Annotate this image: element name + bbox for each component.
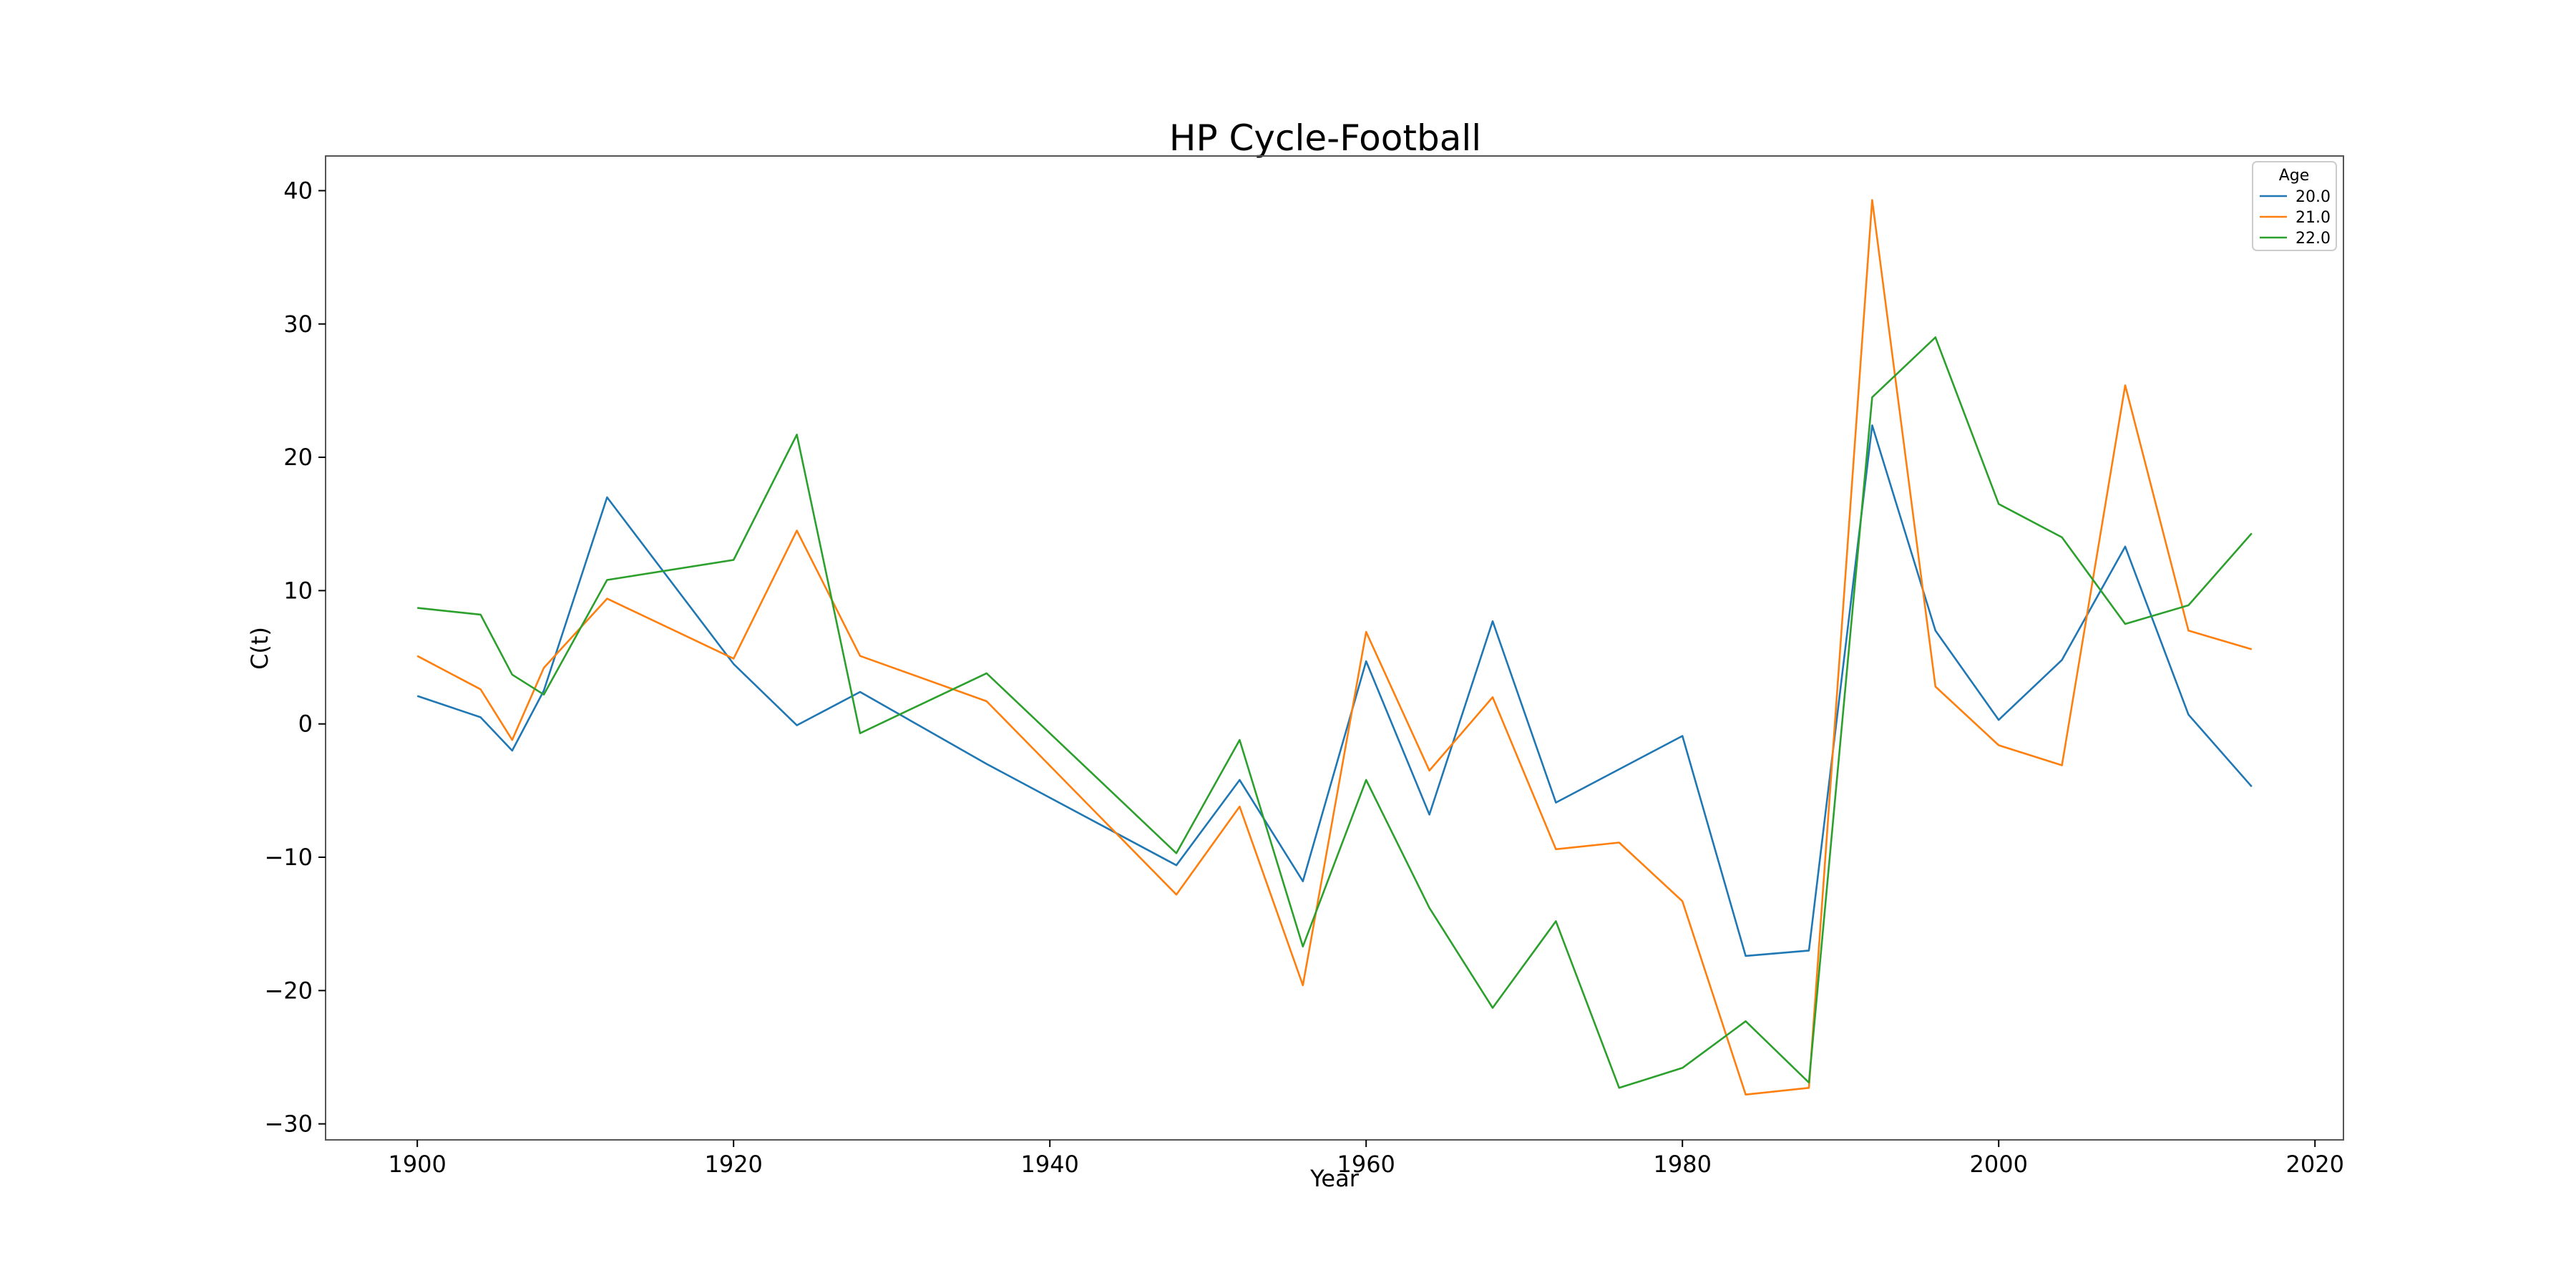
legend-entry: 20.0 bbox=[2296, 188, 2331, 206]
legend-entry: 22.0 bbox=[2296, 230, 2331, 248]
series-line-22-0 bbox=[417, 336, 2253, 1089]
y-tick-label: 0 bbox=[298, 711, 313, 738]
x-tick-label: 2000 bbox=[1969, 1151, 2027, 1178]
series-line-20-0 bbox=[416, 424, 2253, 957]
series-lines bbox=[416, 199, 2253, 1096]
y-tick-label: −30 bbox=[264, 1111, 313, 1138]
series-line-21-0 bbox=[416, 199, 2253, 1096]
plot-area-frame bbox=[325, 155, 2344, 1141]
x-tick-label: 1960 bbox=[1337, 1151, 1395, 1178]
y-axis: −30 −20 −10 0 10 20 30 40 bbox=[264, 177, 326, 1138]
x-axis-label: Year bbox=[1309, 1165, 1360, 1192]
legend-entry: 21.0 bbox=[2296, 209, 2331, 227]
x-tick-label: 2020 bbox=[2286, 1151, 2344, 1178]
y-tick-label: −20 bbox=[264, 977, 313, 1004]
y-tick-label: 20 bbox=[283, 444, 313, 471]
x-tick-label: 1900 bbox=[388, 1151, 446, 1178]
chart-title: HP Cycle-Football bbox=[1169, 117, 1481, 159]
y-tick-label: 40 bbox=[283, 177, 313, 204]
y-tick-label: 10 bbox=[283, 577, 313, 604]
y-tick-label: 30 bbox=[283, 311, 313, 338]
legend-box bbox=[2252, 161, 2337, 251]
y-axis-label: C(t) bbox=[246, 627, 273, 670]
x-tick-label: 1940 bbox=[1020, 1151, 1078, 1178]
x-tick-label: 1980 bbox=[1653, 1151, 1711, 1178]
legend-title: Age bbox=[2279, 167, 2310, 185]
y-tick-label: −10 bbox=[264, 844, 313, 871]
legend: Age 20.0 21.0 22.0 bbox=[2252, 161, 2337, 251]
x-tick-label: 1920 bbox=[704, 1151, 762, 1178]
x-axis: 1900 1920 1940 1960 1980 2000 2020 bbox=[388, 1140, 2344, 1178]
